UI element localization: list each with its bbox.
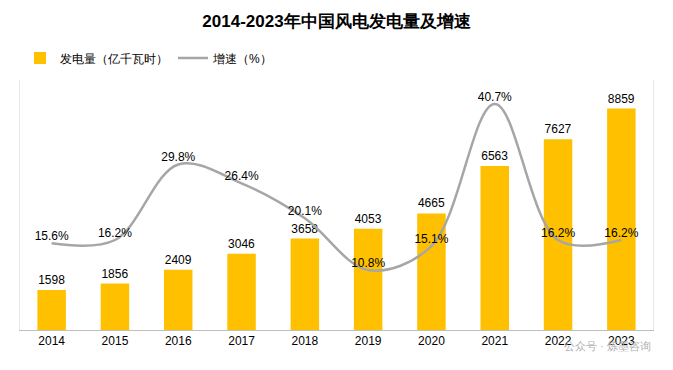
- svg-text:2019: 2019: [355, 334, 382, 348]
- svg-text:3658: 3658: [291, 222, 318, 236]
- svg-text:8859: 8859: [608, 92, 635, 106]
- svg-text:16.2%: 16.2%: [98, 226, 132, 240]
- svg-text:15.1%: 15.1%: [414, 232, 448, 246]
- svg-text:6563: 6563: [481, 149, 508, 163]
- svg-text:2022: 2022: [545, 334, 572, 348]
- svg-text:2014-2023年中国风电发电量及增速: 2014-2023年中国风电发电量及增速: [202, 12, 470, 31]
- svg-text:10.8%: 10.8%: [351, 256, 385, 270]
- svg-text:2016: 2016: [165, 334, 192, 348]
- svg-text:2021: 2021: [481, 334, 508, 348]
- svg-text:2023: 2023: [608, 334, 635, 348]
- svg-text:2014: 2014: [38, 334, 65, 348]
- svg-text:16.2%: 16.2%: [604, 226, 638, 240]
- svg-text:40.7%: 40.7%: [478, 90, 512, 104]
- svg-text:1598: 1598: [38, 273, 65, 287]
- svg-text:16.2%: 16.2%: [541, 226, 575, 240]
- svg-text:15.6%: 15.6%: [35, 229, 69, 243]
- svg-text:20.1%: 20.1%: [288, 204, 322, 218]
- svg-text:7627: 7627: [545, 122, 572, 136]
- svg-text:2018: 2018: [291, 334, 318, 348]
- svg-text:2409: 2409: [165, 253, 192, 267]
- svg-text:2020: 2020: [418, 334, 445, 348]
- svg-text:2015: 2015: [102, 334, 129, 348]
- svg-text:发电量（亿千瓦时）: 发电量（亿千瓦时）: [60, 52, 168, 66]
- svg-text:29.8%: 29.8%: [161, 150, 195, 164]
- svg-text:公众号 · 炼墨咨询: 公众号 · 炼墨咨询: [564, 340, 651, 352]
- svg-text:3046: 3046: [228, 237, 255, 251]
- svg-text:4665: 4665: [418, 196, 445, 210]
- svg-text:2017: 2017: [228, 334, 255, 348]
- svg-text:26.4%: 26.4%: [225, 169, 259, 183]
- svg-text:增速（%）: 增速（%）: [212, 52, 272, 66]
- svg-text:1856: 1856: [101, 267, 128, 281]
- svg-text:4053: 4053: [355, 212, 382, 226]
